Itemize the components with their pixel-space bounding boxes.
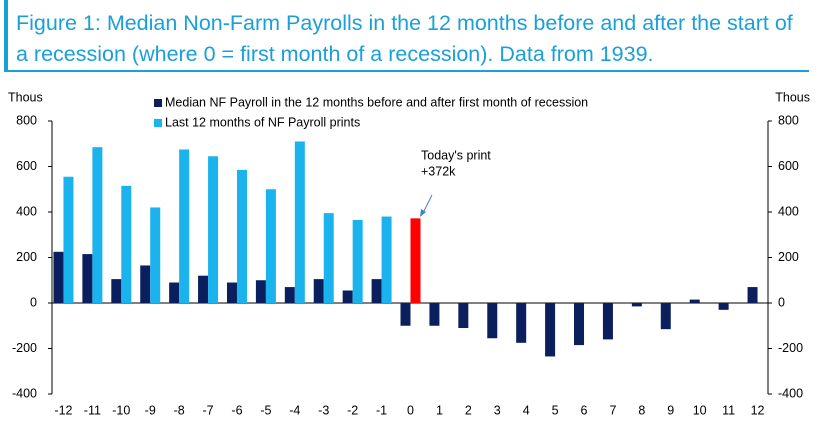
bar (198, 275, 209, 303)
bar (179, 149, 190, 303)
annotation-arrow (422, 194, 433, 214)
x-tick-label: 6 (581, 403, 588, 417)
bar (111, 279, 122, 303)
bar (323, 213, 334, 303)
x-tick-label: -12 (54, 403, 72, 417)
bar (718, 303, 729, 310)
y-tick-label: 800 (16, 113, 37, 127)
bar (631, 303, 642, 307)
bar (410, 218, 421, 303)
y2-axis-label: Thous (775, 90, 810, 104)
bar (574, 303, 585, 346)
bar (255, 280, 266, 303)
x-tick-label: -9 (145, 403, 156, 417)
y-axis-label: Thous (8, 90, 43, 104)
x-tick-label: -7 (202, 403, 213, 417)
x-tick-label: 12 (751, 403, 765, 417)
y-tick-label: -200 (12, 341, 37, 355)
y2-tick-label: -200 (778, 341, 803, 355)
x-tick-label: -6 (231, 403, 242, 417)
y2-tick-label: 0 (778, 295, 785, 309)
y-tick-label: 400 (16, 204, 37, 218)
bar (121, 185, 132, 303)
bar (487, 303, 498, 339)
x-tick-label: 4 (523, 403, 530, 417)
bar (82, 254, 93, 303)
bar (284, 287, 295, 303)
x-tick-label: 2 (465, 403, 472, 417)
y-tick-label: 200 (16, 250, 37, 264)
bar (602, 303, 613, 340)
bar (381, 216, 392, 303)
bar (169, 282, 180, 303)
x-tick-label: 7 (609, 403, 616, 417)
x-tick-label: -10 (112, 403, 130, 417)
bar (747, 287, 758, 303)
bar (63, 176, 74, 303)
bar (150, 207, 161, 303)
x-tick-label: 0 (407, 403, 414, 417)
bar (226, 282, 237, 303)
y-tick-label: 0 (30, 295, 37, 309)
y-tick-label: -400 (12, 386, 37, 400)
x-tick-label: -1 (376, 403, 387, 417)
chart-title: Figure 1: Median Non-Farm Payrolls in th… (4, 0, 809, 72)
legend-swatch (154, 119, 162, 127)
bar (429, 303, 440, 326)
legend-swatch (154, 99, 162, 107)
y2-tick-label: 400 (778, 204, 799, 218)
y-tick-label: 600 (16, 159, 37, 173)
bar (140, 265, 151, 303)
bar (53, 251, 64, 303)
annotation-text: Today's print (421, 148, 491, 162)
y2-tick-label: 200 (778, 250, 799, 264)
bar (400, 303, 411, 326)
legend-label: Median NF Payroll in the 12 months befor… (165, 95, 588, 109)
annotation-label: +372k (421, 164, 456, 178)
bar (265, 189, 276, 303)
x-tick-label: 11 (722, 403, 735, 417)
bar (371, 279, 382, 303)
bar (313, 279, 324, 303)
y2-tick-label: 800 (778, 113, 799, 127)
bar (545, 303, 556, 357)
x-tick-label: 5 (552, 403, 559, 417)
x-tick-label: 9 (667, 403, 674, 417)
bar (236, 169, 247, 303)
x-tick-label: 8 (638, 403, 645, 417)
bar (294, 141, 305, 303)
bar (689, 299, 700, 303)
x-tick-label: 3 (494, 403, 501, 417)
annotation-arrowhead (420, 209, 426, 217)
bar (342, 290, 353, 303)
x-tick-label: -5 (260, 403, 271, 417)
bar (352, 219, 363, 303)
legend-label: Last 12 months of NF Payroll prints (165, 115, 360, 129)
x-tick-label: 1 (436, 403, 443, 417)
x-tick-label: 10 (693, 403, 707, 417)
bar (660, 303, 671, 330)
bar (208, 156, 219, 303)
bar (458, 303, 469, 329)
bar (516, 303, 527, 343)
x-tick-label: -8 (174, 403, 185, 417)
x-tick-label: -4 (289, 403, 300, 417)
y2-tick-label: 600 (778, 159, 799, 173)
x-tick-label: -2 (347, 403, 358, 417)
x-tick-label: -3 (318, 403, 329, 417)
x-tick-label: -11 (84, 403, 101, 417)
bar (92, 147, 103, 303)
y2-tick-label: -400 (778, 386, 803, 400)
